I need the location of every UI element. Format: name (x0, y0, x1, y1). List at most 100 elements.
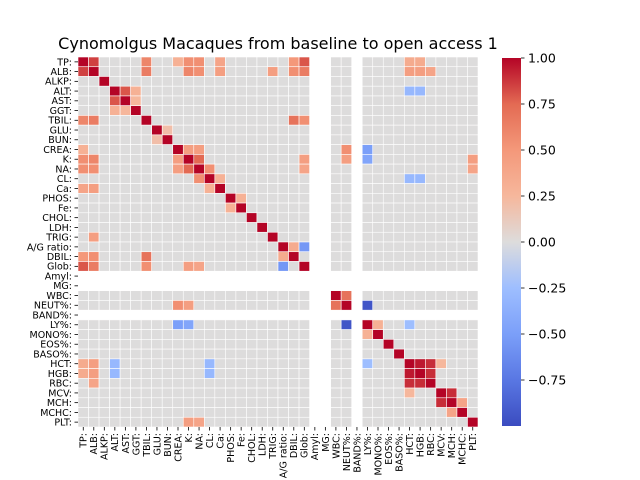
heatmap-cell (382, 358, 395, 369)
heatmap-cell (119, 261, 131, 272)
heatmap-cell (425, 193, 437, 204)
x-tick-label: EOS%: (384, 433, 395, 465)
x-tick-label: CL: (205, 433, 216, 448)
heatmap-cell (77, 378, 89, 389)
heatmap-cell (246, 56, 258, 68)
heatmap-cell (467, 300, 479, 311)
heatmap-cell (182, 319, 195, 330)
heatmap-cell (109, 183, 121, 194)
heatmap-cell (298, 378, 310, 389)
x-tick-label: PLT: (468, 433, 479, 451)
heatmap-cell (267, 407, 279, 418)
heatmap-cell (393, 144, 405, 155)
heatmap-cell (172, 329, 184, 340)
x-tick-label: MCHC: (458, 433, 469, 465)
heatmap-cell (361, 173, 374, 184)
heatmap-cell (393, 212, 405, 223)
heatmap-cell (140, 290, 152, 301)
x-tick-label: CREA: (173, 433, 184, 462)
heatmap-cell (109, 212, 121, 223)
heatmap-cell (425, 134, 437, 145)
heatmap-cell (435, 241, 447, 253)
heatmap-cell (361, 144, 374, 155)
heatmap-cell (446, 290, 458, 301)
heatmap-cell (235, 115, 247, 126)
heatmap-cell (246, 115, 258, 126)
heatmap-cell (193, 212, 205, 223)
heatmap-cell (330, 173, 342, 184)
heatmap-cell (77, 407, 89, 418)
heatmap-cell (246, 124, 258, 136)
heatmap-cell (172, 416, 184, 428)
heatmap-cell (88, 397, 100, 408)
heatmap-cell (298, 202, 310, 214)
heatmap-cell (88, 193, 100, 204)
heatmap-cell (456, 95, 468, 106)
heatmap-cell (456, 183, 468, 194)
heatmap-cell (446, 163, 458, 175)
heatmap-cell (414, 183, 426, 194)
heatmap-cell (435, 368, 447, 379)
heatmap-cell (288, 251, 300, 262)
heatmap-cell (151, 144, 163, 155)
heatmap-cell (414, 397, 426, 408)
heatmap-cell (277, 85, 289, 97)
heatmap-cell (361, 290, 374, 301)
heatmap-cell (193, 358, 205, 369)
heatmap-cell (182, 134, 195, 145)
heatmap-cell (225, 329, 237, 340)
heatmap-cell (446, 124, 458, 136)
heatmap-cell (140, 368, 152, 379)
heatmap-cell (193, 163, 205, 175)
heatmap-cell (98, 163, 110, 175)
heatmap-cell (225, 387, 237, 399)
heatmap-cell (130, 76, 142, 87)
heatmap-cell (130, 183, 142, 194)
heatmap-cell (130, 202, 142, 214)
heatmap-cell (77, 319, 89, 330)
heatmap-cell (161, 329, 174, 340)
heatmap-cell (193, 222, 205, 233)
heatmap-cell (467, 115, 479, 126)
heatmap-cell (193, 241, 205, 253)
y-tick-label: CL: (57, 174, 72, 185)
heatmap-cell (298, 144, 310, 155)
heatmap-cell (246, 134, 258, 145)
heatmap-cell (435, 76, 447, 87)
heatmap-cell (288, 397, 300, 408)
heatmap-cell (446, 144, 458, 155)
y-tick-label: Amyl: (45, 271, 72, 282)
heatmap-cell (404, 368, 416, 379)
heatmap-cell (340, 407, 352, 418)
heatmap-cell (435, 290, 447, 301)
heatmap-cell (130, 134, 142, 145)
heatmap-cell (193, 76, 205, 87)
y-tick-label: BASO%: (33, 349, 72, 360)
heatmap-cell (414, 368, 426, 379)
heatmap-cell (372, 202, 384, 214)
heatmap-cell (161, 368, 174, 379)
heatmap-cell (246, 212, 258, 223)
heatmap-cell (467, 202, 479, 214)
heatmap-cell (151, 329, 163, 340)
heatmap-cell (267, 348, 279, 360)
heatmap-cell (193, 85, 205, 97)
heatmap-cell (404, 76, 416, 87)
heatmap-cell (225, 378, 237, 389)
heatmap-cell (435, 163, 447, 175)
heatmap-cell (151, 378, 163, 389)
heatmap-cell (172, 105, 184, 116)
heatmap-cell (298, 173, 310, 184)
heatmap-cell (172, 85, 184, 97)
heatmap-cell (77, 76, 89, 87)
heatmap-cell (235, 202, 247, 214)
heatmap-cell (382, 397, 395, 408)
heatmap-cell (88, 329, 100, 340)
heatmap-cell (98, 378, 110, 389)
heatmap-cell (393, 241, 405, 253)
heatmap-cell (446, 416, 458, 428)
heatmap-cell (225, 222, 237, 233)
heatmap-cell (372, 56, 384, 68)
heatmap-cell (277, 407, 289, 418)
heatmap-cell (130, 85, 142, 97)
